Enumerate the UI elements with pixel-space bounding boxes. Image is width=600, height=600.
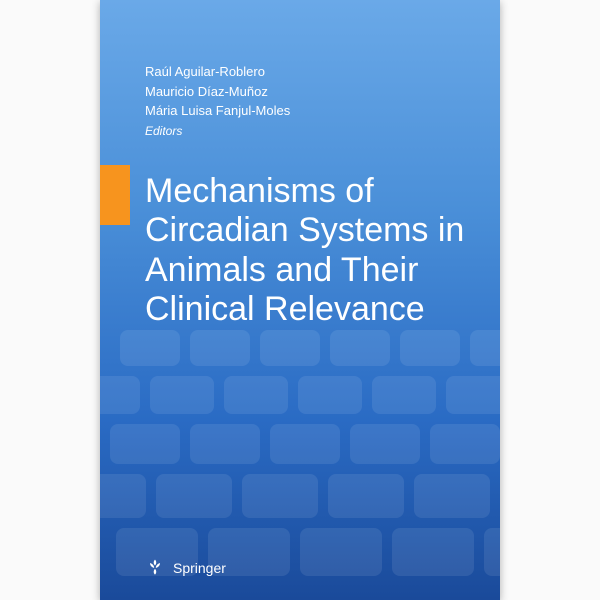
- editor-name: Raúl Aguilar-Roblero: [145, 62, 290, 82]
- accent-bar: [100, 165, 130, 225]
- editors-role-label: Editors: [145, 124, 182, 138]
- publisher-block: Springer: [145, 558, 226, 578]
- editor-name: Mauricio Díaz-Muñoz: [145, 82, 290, 102]
- publisher-name: Springer: [173, 560, 226, 576]
- editor-name: Mária Luisa Fanjul-Moles: [145, 101, 290, 121]
- book-cover: Raúl Aguilar-Roblero Mauricio Díaz-Muñoz…: [100, 0, 500, 600]
- editors-block: Raúl Aguilar-Roblero Mauricio Díaz-Muñoz…: [145, 62, 290, 140]
- book-title: Mechanisms of Circadian Systems in Anima…: [145, 172, 470, 330]
- springer-logo-icon: [145, 558, 165, 578]
